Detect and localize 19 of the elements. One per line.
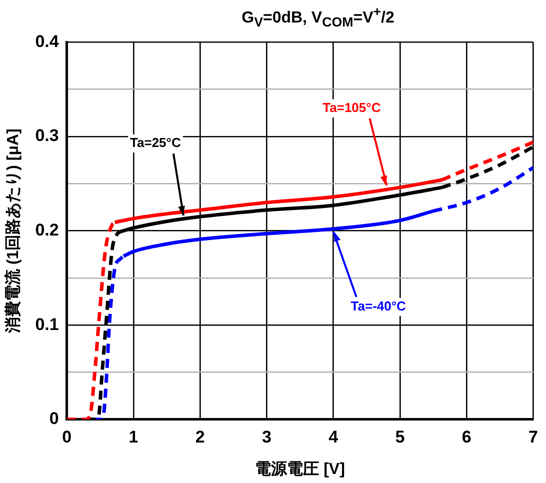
y-tick-label: 0.2 (35, 220, 59, 240)
x-tick-label: 1 (128, 427, 138, 446)
chart-title: G$_{V}$=0dB, V$_{COM}$=V$^{+}$/2 (240, 3, 396, 30)
x-tick-label: 7 (528, 427, 538, 446)
x-tick-label: 4 (328, 427, 339, 446)
annotation: Ta=105°C (322, 100, 382, 115)
annotation: Ta=25°C (130, 135, 182, 150)
y-tick-label: 0.1 (35, 314, 59, 334)
x-tick-label: 3 (262, 427, 272, 446)
annotation: Ta=-40°C (350, 298, 407, 314)
y-axis-title: 消費電流 (1回路あたり) [μA] (3, 128, 22, 334)
x-axis-title: 電源電圧 [V] (255, 460, 345, 478)
y-tick-label: 0.3 (35, 126, 59, 146)
x-tick-label: 0 (62, 427, 72, 446)
x-tick-label: 6 (462, 427, 472, 446)
y-tick-label: 0 (49, 409, 59, 428)
y-tick-label: 0.4 (35, 32, 60, 51)
x-tick-label: 2 (195, 427, 205, 446)
x-tick-label: 5 (395, 427, 405, 446)
